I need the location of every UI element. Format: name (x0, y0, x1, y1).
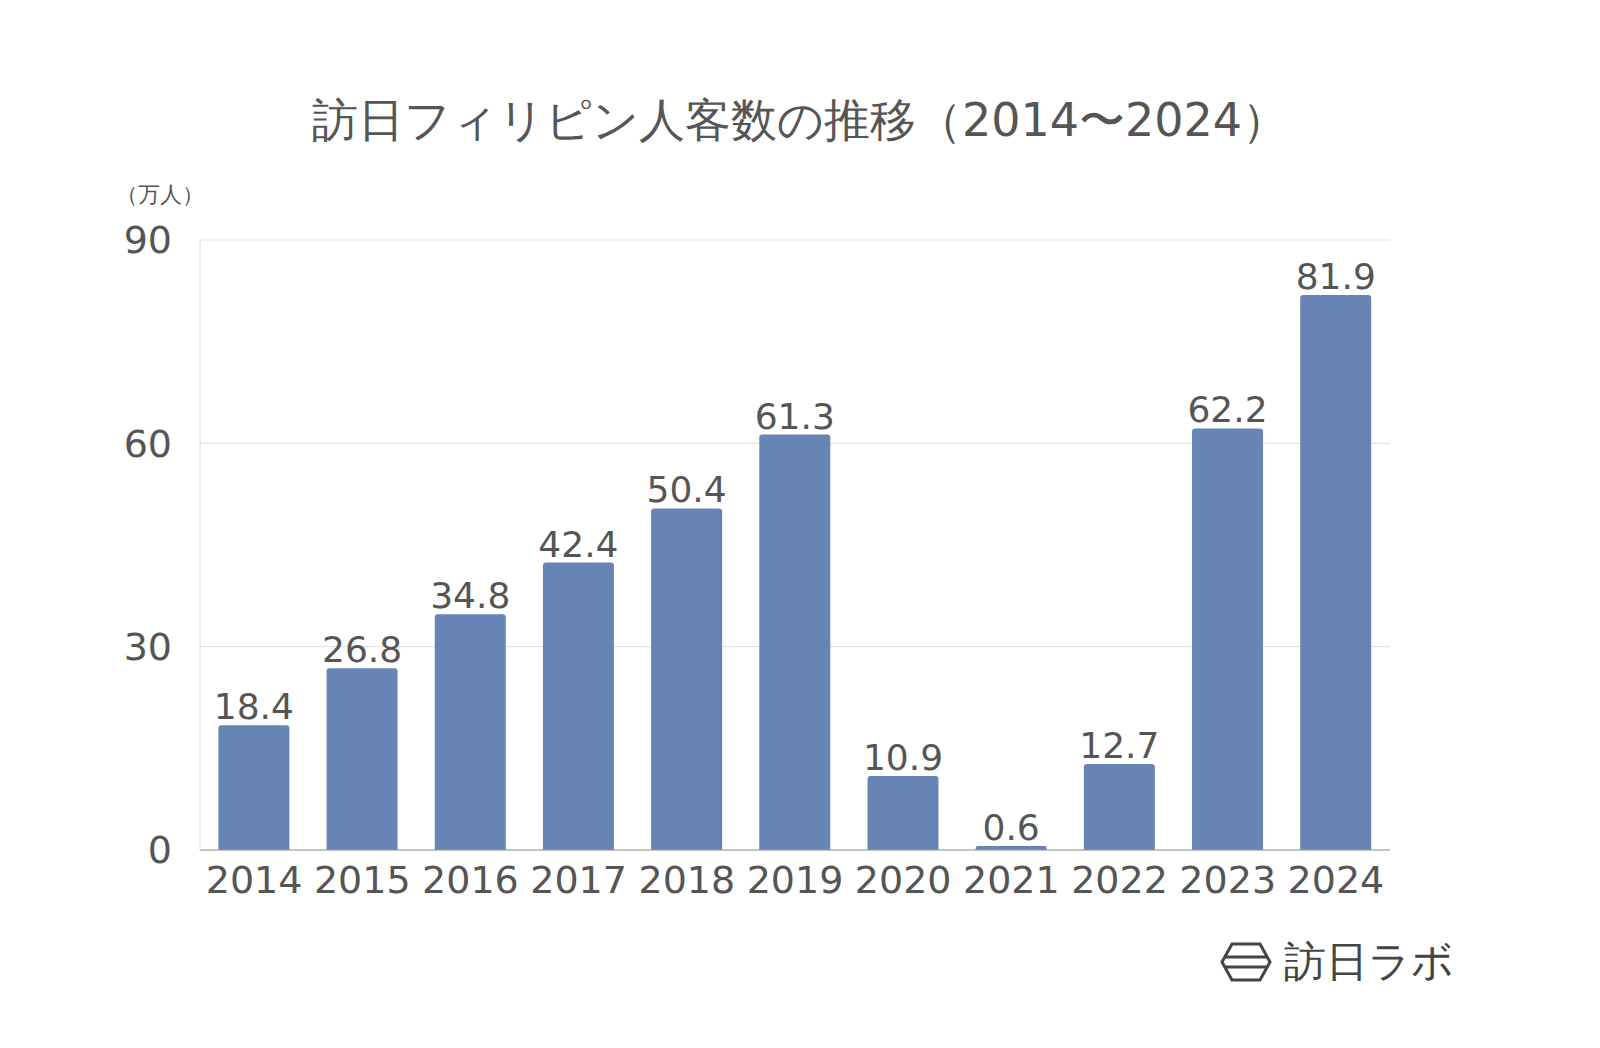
svg-text:81.9: 81.9 (1296, 256, 1376, 297)
svg-text:60: 60 (124, 422, 172, 466)
html-text:（万人）: （万人） (116, 182, 204, 207)
svg-text:18.4: 18.4 (214, 686, 294, 727)
svg-text:2020: 2020 (855, 858, 952, 902)
svg-text:2015: 2015 (314, 858, 411, 902)
svg-text:2024: 2024 (1288, 858, 1385, 902)
svg-text:2014: 2014 (206, 858, 303, 902)
svg-text:61.3: 61.3 (755, 396, 835, 437)
svg-text:30: 30 (124, 625, 172, 669)
svg-text:42.4: 42.4 (538, 524, 618, 565)
html-text:訪日フィリピン人客数の推移（2014〜2024）: 訪日フィリピン人客数の推移（2014〜2024） (311, 93, 1289, 147)
svg-text:2021: 2021 (963, 858, 1060, 902)
svg-text:62.2: 62.2 (1187, 389, 1267, 430)
svg-text:2017: 2017 (530, 858, 627, 902)
svg-text:34.8: 34.8 (430, 575, 510, 616)
svg-text:0: 0 (148, 828, 172, 872)
svg-text:2023: 2023 (1179, 858, 1276, 902)
svg-text:50.4: 50.4 (647, 469, 727, 510)
svg-text:2016: 2016 (422, 858, 519, 902)
svg-text:2019: 2019 (747, 858, 844, 902)
svg-text:0.6: 0.6 (983, 807, 1040, 848)
svg-text:10.9: 10.9 (863, 737, 943, 778)
svg-text:2022: 2022 (1071, 858, 1168, 902)
svg-text:26.8: 26.8 (322, 629, 402, 670)
svg-text:2018: 2018 (638, 858, 735, 902)
html-text:訪日ラボ: 訪日ラボ (1284, 937, 1454, 986)
svg-text:90: 90 (124, 218, 172, 262)
svg-text:12.7: 12.7 (1079, 725, 1159, 766)
